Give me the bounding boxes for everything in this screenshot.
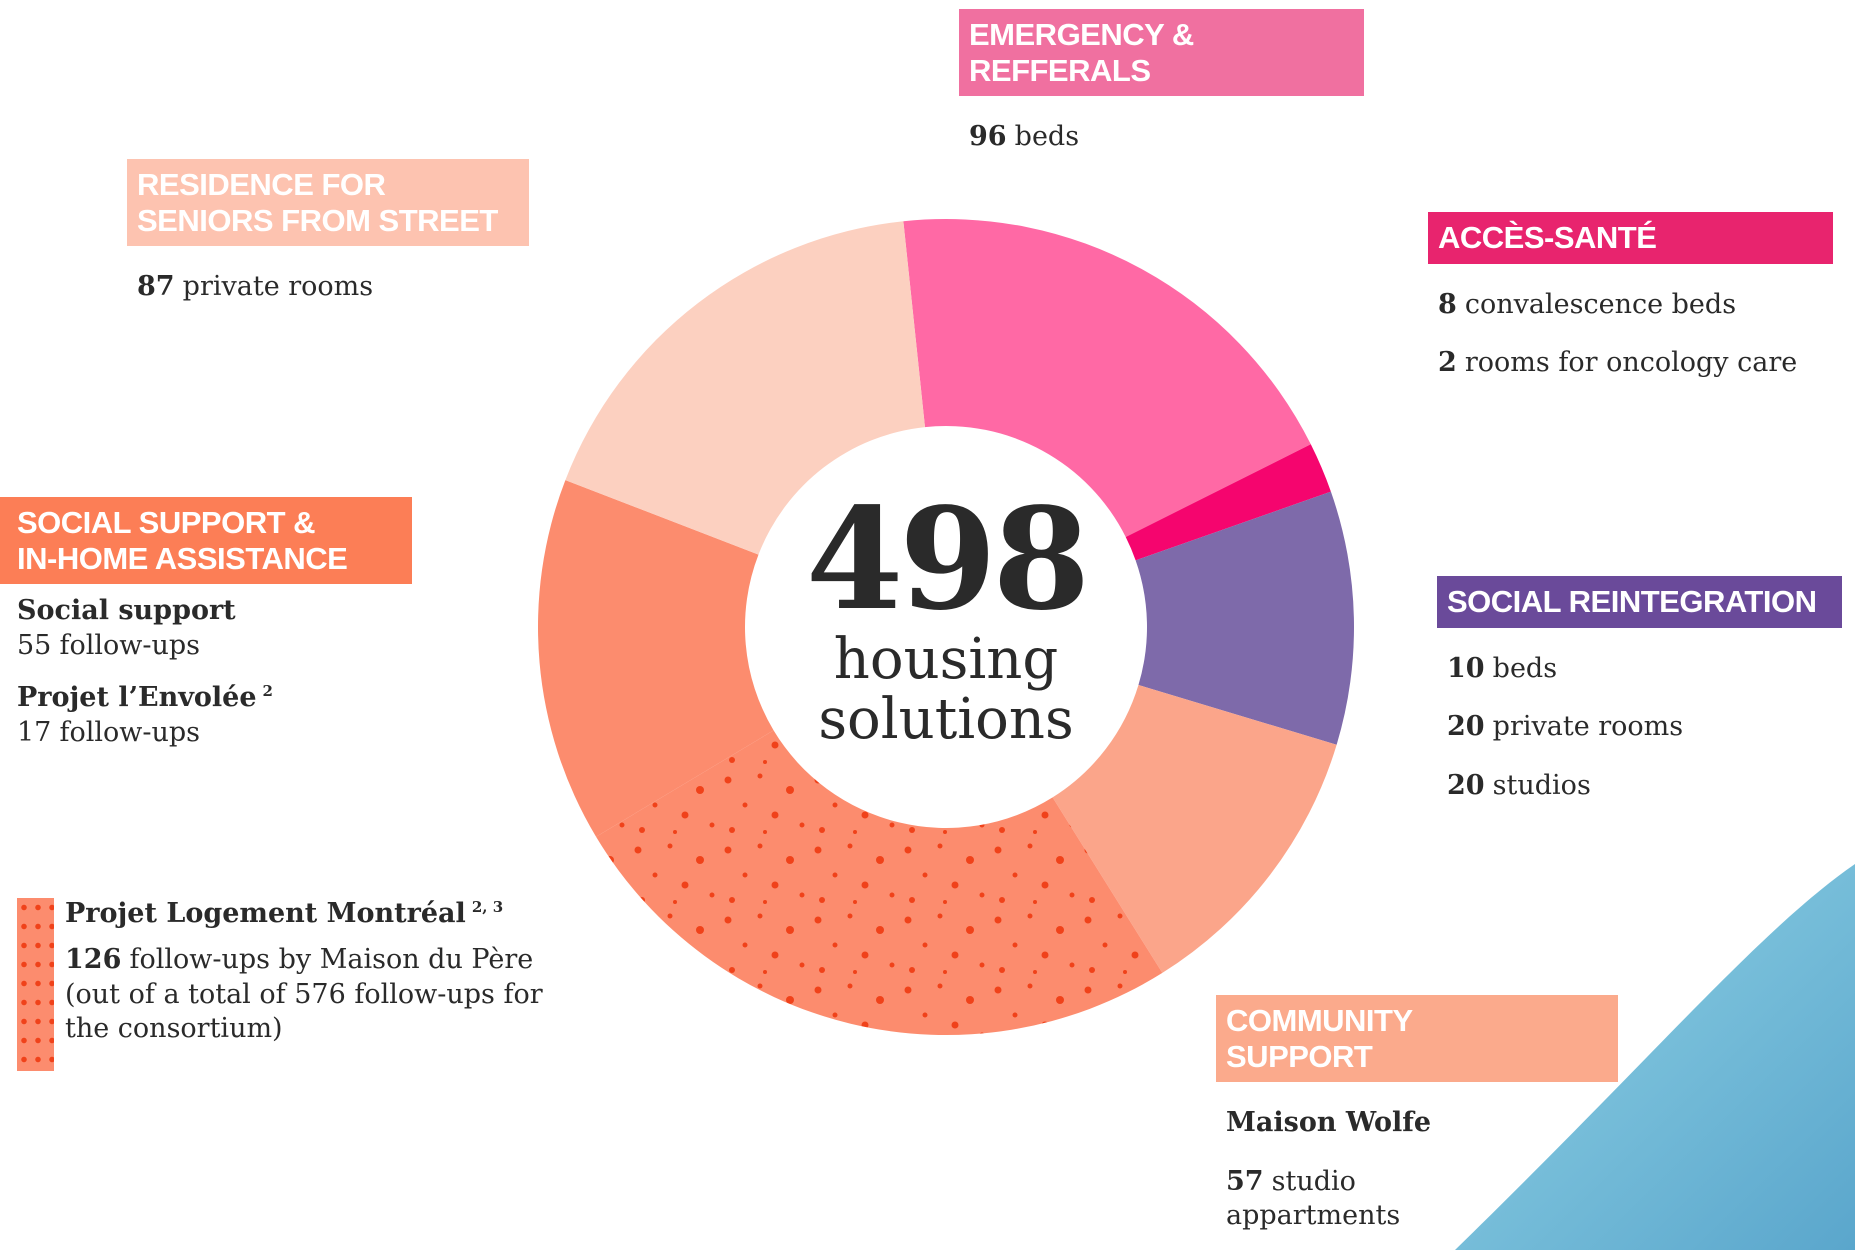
detail-label: Maison Wolfe — [1226, 1106, 1618, 1141]
detail-text: rooms for oncology care — [1465, 347, 1797, 378]
detail: 96 beds — [969, 120, 1364, 155]
card-header: SOCIAL REINTEGRATION — [1437, 576, 1842, 628]
label-text: Maison Wolfe — [1226, 1107, 1431, 1138]
detail-value: 57 — [1226, 1166, 1264, 1197]
legend-card: EMERGENCY & REFFERALS 96 beds — [959, 9, 1364, 155]
detail-value: 10 — [1447, 653, 1485, 684]
detail-text: follow-ups — [59, 717, 200, 748]
detail: Maison Wolfe — [1226, 1106, 1618, 1141]
legend-card: ACCÈS-SANTÉ 8 convalescence beds 2 rooms for… — [1428, 212, 1833, 381]
legend-swatch — [17, 898, 54, 1071]
detail-value: 96 — [969, 121, 1007, 152]
detail-text: follow-ups by Maison du Père (out of a t… — [65, 944, 543, 1044]
detail-text: private rooms — [1493, 711, 1683, 742]
total: 498 — [746, 490, 1146, 630]
detail: Projet l’Envolée 2 17 follow-ups — [17, 681, 412, 750]
detail-text: convalescence beds — [1465, 289, 1736, 320]
title-text: Projet Logement Montréal — [65, 898, 466, 929]
page: 498 housing solutions EMERGENCY & REFFER… — [0, 0, 1855, 1250]
footnote: 2, 3 — [472, 898, 503, 916]
detail: 20 studios — [1447, 769, 1842, 804]
detail-value: 17 — [17, 717, 51, 748]
card-header: COMMUNITY SUPPORT — [1216, 995, 1618, 1082]
detail: Social support 55 follow-ups — [17, 594, 412, 663]
legend-card: SOCIAL REINTEGRATION 10 beds 20 private room… — [1437, 576, 1842, 803]
card-body: 10 beds 20 private rooms 20 studios — [1437, 652, 1842, 804]
detail-value: 126 — [65, 944, 121, 975]
detail-value: 20 — [1447, 711, 1485, 742]
detail: 10 beds — [1447, 652, 1842, 687]
legend-card: RESIDENCE FOR SENIORS FROM STREET 87 priva… — [127, 159, 529, 305]
legend-card: SOCIAL SUPPORT & IN-HOME ASSISTANCE Socia… — [0, 497, 412, 750]
card-header: ACCÈS-SANTÉ — [1428, 212, 1833, 264]
detail: 20 private rooms — [1447, 710, 1842, 745]
footnote: 2 — [263, 682, 273, 700]
detail-value: 2 — [1438, 347, 1457, 378]
label-text: Projet l’Envolée — [17, 682, 257, 713]
detail-value: 8 — [1438, 289, 1457, 320]
card-header: RESIDENCE FOR SENIORS FROM STREET — [127, 159, 529, 246]
center-label: 498 housing solutions — [746, 490, 1146, 751]
card-header: SOCIAL SUPPORT & IN-HOME ASSISTANCE — [0, 497, 412, 584]
detail: 8 convalescence beds — [1438, 288, 1833, 323]
detail-label: Projet l’Envolée 2 — [17, 681, 412, 716]
detail-value: 20 — [1447, 770, 1485, 801]
detail-value: 87 — [137, 271, 175, 302]
detail-text: beds — [1493, 653, 1557, 684]
detail-text: beds — [1015, 121, 1079, 152]
detail-label: Social support — [17, 594, 412, 629]
legend-title: Projet Logement Montréal 2, 3 — [65, 898, 585, 929]
detail-text: studios — [1493, 770, 1591, 801]
detail: 2 rooms for oncology care — [1438, 346, 1833, 381]
total-label: housing solutions — [746, 630, 1146, 751]
card-header: EMERGENCY & REFFERALS — [959, 9, 1364, 96]
detail-text: follow-ups — [59, 630, 200, 661]
detail: 87 private rooms — [137, 270, 529, 305]
card-body: 87 private rooms — [127, 270, 529, 305]
card-body: 8 convalescence beds 2 rooms for oncology c… — [1428, 288, 1833, 381]
card-body: 96 beds — [959, 120, 1364, 155]
detail-text: private rooms — [183, 271, 373, 302]
detail-value: 55 — [17, 630, 51, 661]
label-text: Social support — [17, 595, 236, 626]
